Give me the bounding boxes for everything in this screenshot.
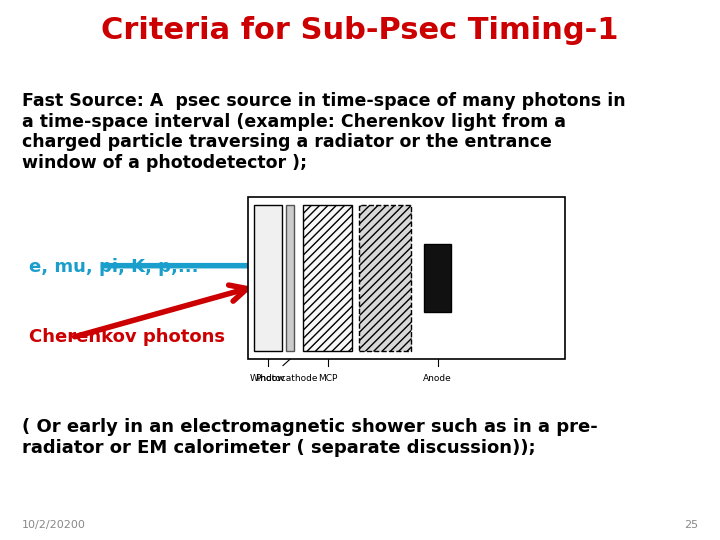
Text: Cherenkov photons: Cherenkov photons [29,328,225,347]
Text: ( Or early in an electromagnetic shower such as in a pre-
radiator or EM calorim: ( Or early in an electromagnetic shower … [22,418,598,457]
Bar [254,205,282,351]
Text: Fast Source: A  psec source in time-space of many photons in
a time-space interv: Fast Source: A psec source in time-space… [22,92,625,172]
Bar [286,205,294,351]
Bar [359,205,411,351]
Text: Photocathode: Photocathode [256,374,318,383]
Text: Criteria for Sub-Psec Timing-1: Criteria for Sub-Psec Timing-1 [102,16,618,45]
Text: MCP: MCP [318,374,337,383]
Bar [248,197,565,359]
Text: 25: 25 [684,520,698,530]
Text: Anode: Anode [423,374,452,383]
Text: e, mu, pi, K, p,...: e, mu, pi, K, p,... [29,258,198,276]
Bar [424,244,451,312]
Text: 10/2/20200: 10/2/20200 [22,520,86,530]
Bar [303,205,352,351]
Text: Window: Window [250,374,286,383]
